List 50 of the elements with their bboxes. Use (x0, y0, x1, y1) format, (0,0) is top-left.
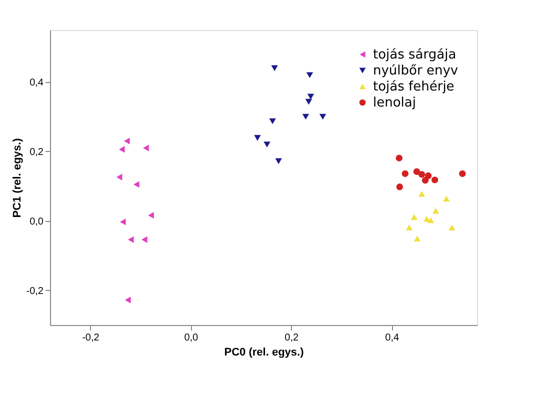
point (302, 114, 310, 120)
x-tick-label: 0,4 (385, 332, 400, 344)
x-tick-label: 0,0 (184, 332, 199, 344)
point (396, 184, 403, 190)
point (148, 212, 154, 219)
x-axis-title: PC0 (rel. egys.) (224, 346, 304, 358)
point (418, 171, 426, 178)
point (414, 236, 421, 242)
point (116, 174, 122, 181)
point (418, 190, 426, 197)
y-tick-label: 0,2 (30, 146, 44, 158)
point (448, 224, 456, 230)
point (305, 98, 312, 105)
legend-label: nyúlbőr enyv (373, 64, 458, 78)
point (118, 146, 125, 153)
point (431, 176, 438, 184)
legend-label: lenolaj (373, 96, 416, 110)
legend-label: tojás fehérje (373, 80, 454, 94)
point (120, 218, 126, 226)
y-tick-label: -0,2 (26, 286, 44, 297)
point (402, 170, 409, 178)
point (422, 176, 429, 184)
point (124, 138, 130, 144)
point (413, 168, 420, 175)
point (306, 72, 314, 78)
y-tick-label: 0,0 (30, 216, 44, 228)
point (271, 65, 278, 72)
x-tick-label: 0,2 (284, 332, 300, 344)
point (134, 181, 140, 188)
point (143, 144, 149, 152)
x-tick-label: -0,2 (82, 332, 100, 344)
legend-label: tojás sárgája (373, 48, 456, 62)
point (124, 296, 131, 304)
point (264, 142, 270, 148)
point (142, 236, 148, 243)
y-tick-label: 0,4 (30, 78, 44, 89)
point (427, 217, 434, 224)
point (406, 224, 413, 230)
point (396, 154, 402, 162)
point (459, 170, 466, 178)
point (269, 118, 276, 124)
point (443, 196, 450, 202)
point (128, 236, 134, 243)
point (410, 214, 418, 220)
y-axis-title: PC1 (rel. egys.) (11, 138, 24, 218)
point (307, 94, 314, 100)
point (432, 208, 440, 214)
point (275, 158, 282, 164)
point (319, 114, 326, 120)
point (254, 135, 261, 141)
